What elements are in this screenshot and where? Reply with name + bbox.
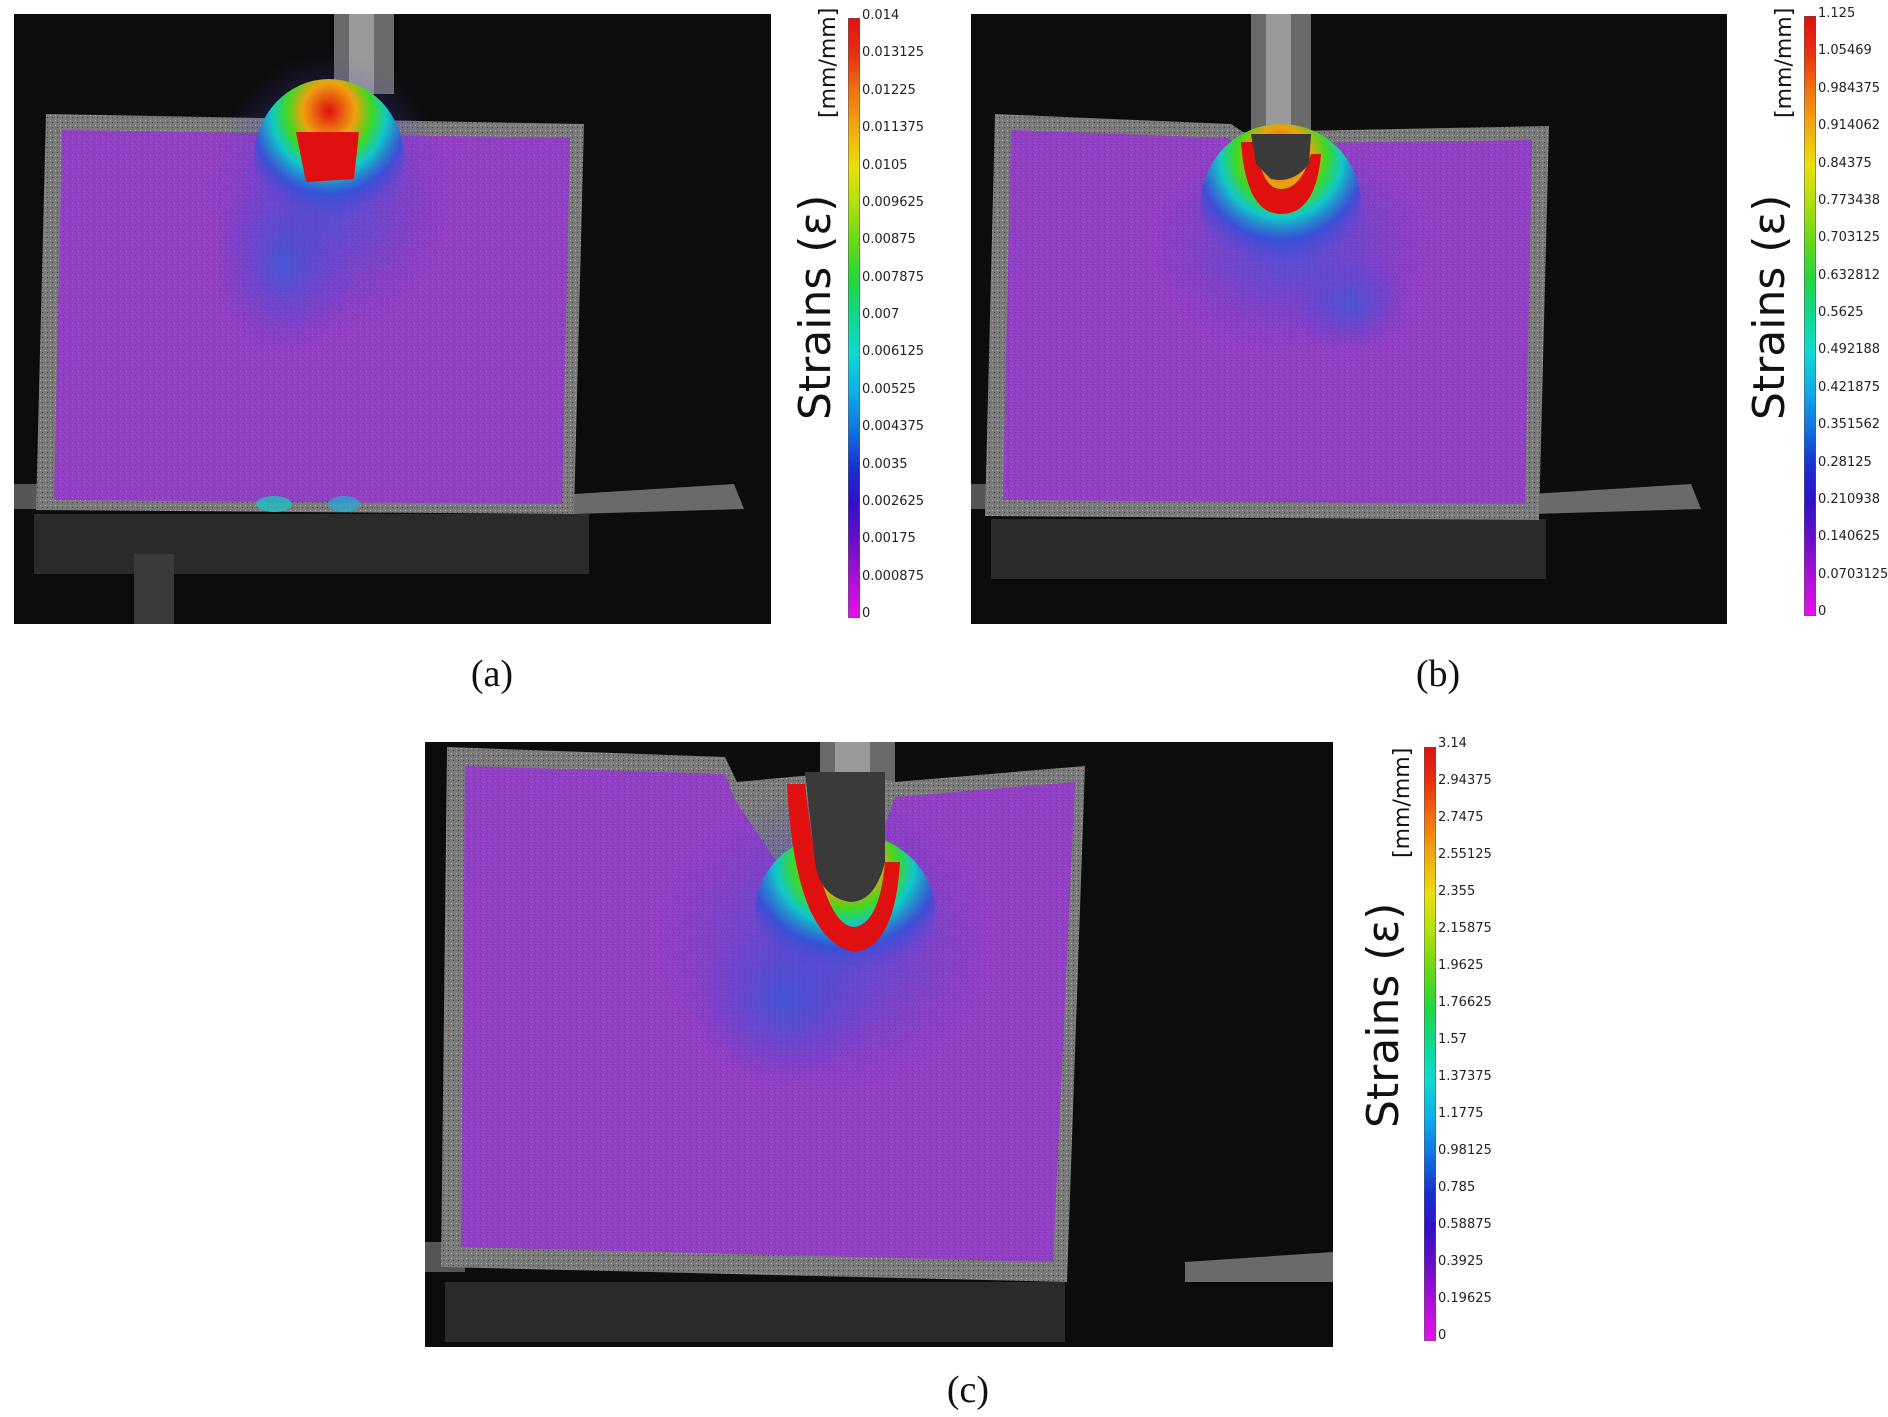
panel-c-unit-label: [mm/mm]	[1390, 747, 1415, 858]
colorbar-tick-label: 0.00875	[862, 232, 916, 248]
colorbar-tick-label: 0.421875	[1818, 379, 1881, 395]
colorbar-tick-label: 0.00525	[862, 381, 916, 397]
colorbar-tick-label: 0.773438	[1818, 192, 1881, 208]
panel-a-unit-label: [mm/mm]	[816, 7, 841, 118]
colorbar-tick-label: 0.984375	[1818, 80, 1881, 96]
colorbar-tick-label: 0.98125	[1438, 1143, 1492, 1158]
panel-a-colorbar	[847, 17, 868, 619]
colorbar-tick-label: 0.19625	[1438, 1291, 1492, 1306]
colorbar-tick-label: 1.57	[1438, 1032, 1467, 1047]
colorbar-tick-label: 1.05469	[1818, 43, 1872, 59]
colorbar-tick-label: 0.004375	[862, 419, 925, 435]
colorbar-tick-label: 0.492188	[1818, 342, 1881, 358]
colorbar-tick-label: 1.125	[1818, 6, 1856, 21]
colorbar-tick-label: 0.009625	[862, 194, 925, 210]
colorbar-tick-label: 0	[862, 606, 871, 621]
panel-b-colorbar	[1803, 15, 1824, 617]
colorbar-tick-label: 0.007875	[862, 269, 925, 285]
colorbar-tick-label: 0.0105	[862, 157, 908, 173]
colorbar-tick-label: 0	[1438, 1328, 1447, 1343]
colorbar-tick-label: 2.55125	[1438, 847, 1492, 862]
colorbar-tick-label: 2.7475	[1438, 810, 1484, 825]
panel-c-colorbar	[1423, 746, 1444, 1347]
colorbar-tick-label: 0.210938	[1818, 491, 1881, 507]
colorbar-tick-label: 0.28125	[1818, 454, 1872, 470]
colorbar-tick-label: 0.140625	[1818, 529, 1881, 545]
colorbar-tick-label: 0.632812	[1818, 267, 1881, 283]
colorbar-tick-label: 1.37375	[1438, 1069, 1492, 1084]
colorbar-tick-label: 1.9625	[1438, 958, 1484, 973]
colorbar-tick-label: 0.007	[862, 307, 900, 322]
colorbar-tick-label: 0.0703125	[1818, 566, 1888, 582]
panel-a-caption: (a)	[470, 653, 514, 695]
panel-c-caption: (c)	[946, 1369, 990, 1411]
panel-b-caption: (b)	[1415, 653, 1461, 695]
colorbar-tick-label: 3.14	[1438, 736, 1467, 751]
colorbar-tick-label: 0.01225	[862, 82, 916, 98]
colorbar-tick-label: 0.351562	[1818, 417, 1881, 433]
colorbar-tick-label: 0	[1818, 604, 1827, 619]
colorbar-tick-label: 0.006125	[862, 344, 925, 360]
colorbar-tick-label: 0.002625	[862, 493, 925, 509]
colorbar-tick-label: 2.94375	[1438, 773, 1492, 788]
colorbar-tick-label: 1.76625	[1438, 995, 1492, 1010]
panel-a-image	[14, 14, 771, 624]
colorbar-tick-label: 0.5625	[1818, 305, 1864, 320]
panel-c-image	[425, 742, 1333, 1347]
panel-b-unit-label: [mm/mm]	[1772, 7, 1797, 118]
colorbar-tick-label: 0.914062	[1818, 118, 1881, 134]
colorbar-tick-label: 0.0035	[862, 456, 908, 472]
colorbar-tick-label: 0.00175	[862, 531, 916, 547]
panel-b-axis-label: Strains (ε)	[1744, 194, 1795, 420]
colorbar-tick-label: 0.000875	[862, 568, 925, 584]
colorbar-tick-label: 0.84375	[1818, 155, 1872, 171]
colorbar-tick-label: 2.355	[1438, 884, 1476, 899]
colorbar-tick-label: 0.011375	[862, 120, 925, 136]
panel-a-axis-label: Strains (ε)	[790, 194, 841, 420]
colorbar-tick-label: 0.014	[862, 8, 900, 23]
colorbar-tick-label: 0.58875	[1438, 1217, 1492, 1232]
colorbar-tick-label: 1.1775	[1438, 1106, 1484, 1121]
panel-b-image	[971, 14, 1727, 624]
colorbar-tick-label: 0.013125	[862, 45, 925, 61]
colorbar-tick-label: 0.3925	[1438, 1254, 1484, 1269]
colorbar-tick-label: 0.703125	[1818, 230, 1881, 246]
colorbar-tick-label: 0.785	[1438, 1180, 1476, 1195]
panel-c-axis-label: Strains (ε)	[1358, 902, 1409, 1128]
colorbar-tick-label: 2.15875	[1438, 921, 1492, 936]
